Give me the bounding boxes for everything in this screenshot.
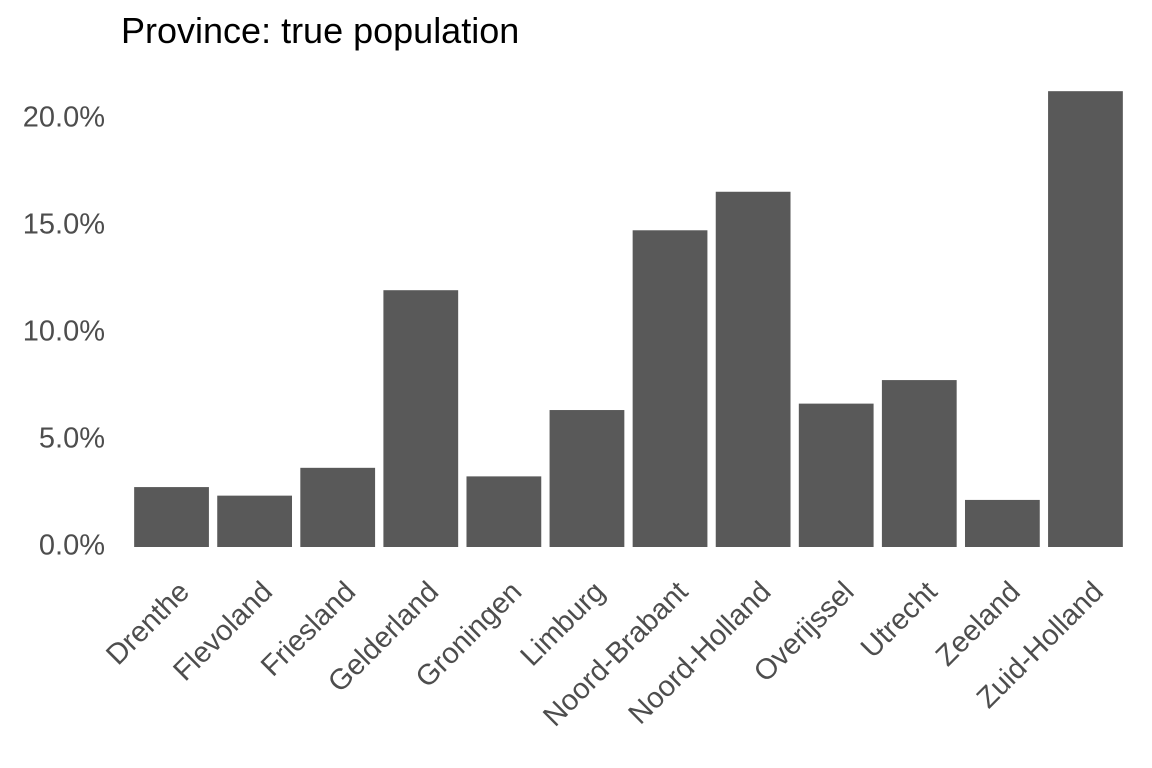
- bar-friesland: [300, 467, 376, 547]
- chart-title: Province: true population: [121, 10, 520, 51]
- bar-noord-brabant: [632, 230, 708, 547]
- bar-limburg: [549, 410, 625, 547]
- bars-group: [134, 91, 1123, 548]
- bar-zuid-holland: [1048, 91, 1123, 548]
- bar-flevoland: [217, 495, 293, 547]
- y-tick-label: 0.0%: [39, 530, 105, 562]
- y-tick-label: 20.0%: [23, 102, 105, 134]
- x-tick-label: Noord-Brabant: [537, 576, 694, 733]
- bar-zeeland: [964, 499, 1040, 547]
- y-axis-tick-labels: 0.0% 5.0% 10.0% 15.0% 20.0%: [23, 102, 105, 562]
- y-tick-label: 15.0%: [23, 209, 105, 241]
- y-tick-label: 5.0%: [39, 423, 105, 455]
- bar-groningen: [466, 476, 542, 547]
- x-tick-label: Noord-Holland: [623, 576, 778, 731]
- bar-gelderland: [383, 290, 459, 547]
- bar-noord-holland: [715, 191, 791, 547]
- y-tick-label: 10.0%: [23, 316, 105, 348]
- bar-drenthe: [134, 487, 209, 547]
- bar-overijssel: [798, 403, 874, 547]
- x-axis-tick-labels: DrentheFlevolandFrieslandGelderlandGroni…: [100, 576, 1109, 733]
- bar-utrecht: [881, 380, 957, 547]
